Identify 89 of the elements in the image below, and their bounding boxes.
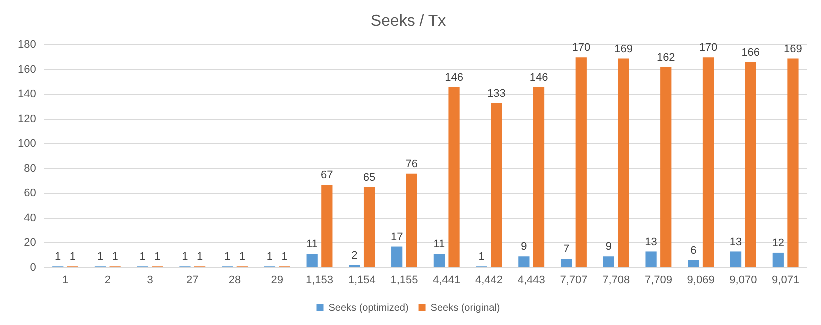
- data-label: 12: [772, 237, 785, 250]
- x-tick-label: 27: [186, 274, 199, 286]
- bar: [745, 62, 756, 268]
- chart-title: Seeks / Tx: [370, 13, 446, 30]
- bar: [603, 256, 614, 268]
- x-tick-label: 2: [104, 274, 111, 286]
- data-label: 67: [321, 169, 334, 182]
- x-tick-label: 1: [62, 274, 69, 286]
- data-label: 146: [530, 72, 548, 84]
- y-tick-label: 0: [30, 262, 36, 274]
- x-tick-label: 29: [271, 274, 284, 286]
- x-tick-label: 9,071: [772, 274, 800, 286]
- data-label: 1: [55, 251, 62, 264]
- x-tick-label: 1,154: [348, 274, 376, 286]
- data-label: 1: [282, 251, 288, 264]
- bar: [788, 58, 799, 268]
- bar: [646, 252, 657, 268]
- bar: [448, 87, 460, 268]
- data-label: 7: [563, 244, 570, 256]
- legend-label: Seeks (original): [430, 302, 500, 314]
- y-tick-label: 100: [18, 138, 36, 150]
- bar: [406, 174, 418, 268]
- x-tick-label: 3: [147, 274, 154, 286]
- data-label: 133: [487, 88, 506, 100]
- bar: [364, 187, 376, 268]
- data-label: 170: [572, 42, 591, 54]
- data-label: 76: [406, 158, 418, 170]
- data-label: 13: [645, 236, 658, 248]
- x-tick-label: 9,069: [687, 274, 715, 286]
- data-label: 9: [606, 241, 612, 254]
- x-tick-label: 28: [228, 274, 242, 286]
- data-label: 1: [266, 251, 274, 264]
- x-tick-label: 7,707: [560, 274, 588, 286]
- x-tick-label: 1,155: [390, 274, 418, 286]
- data-label: 1: [478, 251, 485, 264]
- data-label: 169: [614, 43, 633, 56]
- data-label: 1: [97, 251, 104, 264]
- x-tick-label: 7,709: [644, 274, 672, 286]
- data-label: 1: [70, 251, 76, 264]
- bar: [688, 260, 700, 268]
- bar: [518, 256, 530, 268]
- data-label: 170: [699, 42, 718, 54]
- data-label: 6: [690, 244, 697, 257]
- bar: [772, 252, 784, 268]
- y-tick-label: 20: [24, 237, 36, 250]
- data-label: 1: [239, 251, 246, 264]
- data-label: 11: [434, 238, 446, 251]
- data-label: 9: [521, 241, 528, 254]
- data-label: 2: [352, 250, 358, 262]
- data-label: 1: [140, 251, 146, 264]
- data-label: 13: [730, 236, 742, 248]
- bar: [322, 184, 333, 268]
- data-label: 169: [784, 43, 802, 56]
- x-tick-label: 1,153: [306, 274, 334, 286]
- y-tick-label: 40: [24, 212, 36, 224]
- bar: [434, 254, 446, 268]
- data-label: 1: [197, 251, 204, 264]
- y-tick-label: 160: [18, 64, 36, 76]
- x-tick-label: 7,708: [602, 274, 630, 286]
- data-label: 1: [182, 251, 188, 264]
- data-label: 146: [445, 72, 464, 84]
- data-label: 162: [656, 52, 676, 64]
- y-tick-label: 120: [18, 113, 36, 126]
- bar: [730, 252, 742, 268]
- bar: [491, 103, 502, 268]
- y-tick-label: 60: [24, 188, 36, 200]
- x-tick-label: 9,070: [730, 274, 758, 286]
- bar: [533, 87, 545, 268]
- data-label: 1: [154, 251, 161, 264]
- bar: [560, 259, 572, 268]
- bar: [660, 67, 672, 268]
- bar: [576, 58, 587, 268]
- x-tick-label: 4,441: [433, 274, 461, 286]
- legend-label: Seeks (optimized): [328, 302, 409, 314]
- bar: [306, 254, 318, 268]
- x-tick-label: 4,443: [518, 274, 546, 286]
- data-label: 17: [390, 231, 404, 244]
- y-tick-label: 140: [18, 88, 36, 101]
- data-label: 65: [363, 172, 376, 184]
- y-tick-label: 180: [18, 39, 36, 52]
- bar: [392, 246, 403, 268]
- y-tick-label: 80: [24, 162, 36, 175]
- data-label: 1: [224, 251, 231, 264]
- data-label: 166: [742, 47, 760, 60]
- bar: [618, 58, 630, 268]
- data-label: 11: [306, 238, 318, 251]
- x-tick-label: 4,442: [475, 274, 503, 286]
- bar: [702, 58, 714, 268]
- data-label: 1: [112, 251, 118, 264]
